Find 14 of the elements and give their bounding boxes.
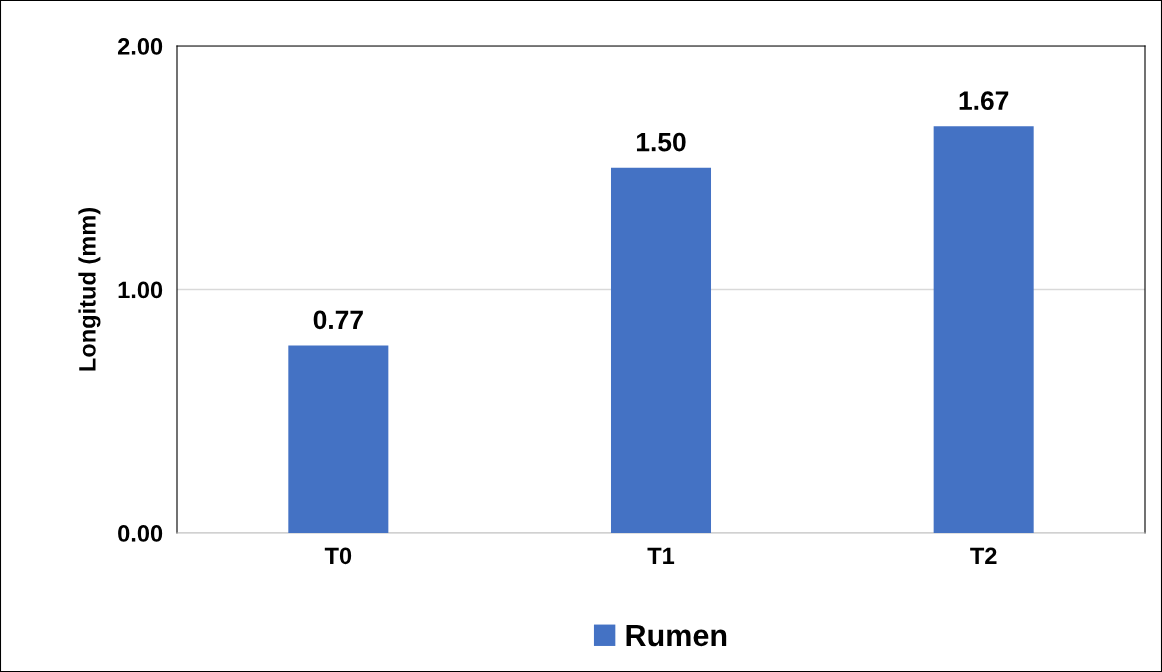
y-axis-title: Longitud (mm) [78,208,101,371]
bar [933,126,1034,533]
legend-label: Rumen [626,624,727,647]
x-tick-label: T0 [324,547,352,565]
data-label: 1.50 [636,132,686,152]
x-tick-label: T2 [970,547,997,564]
data-label: 0.77 [313,310,363,330]
data-label: 1.67 [959,91,1009,111]
bar [288,345,389,533]
y-tick-label: 1.00 [118,281,163,299]
y-tick-label: 0.00 [118,525,163,542]
y-tick-label: 2.00 [117,38,163,55]
bar [610,167,712,533]
x-tick-label: T1 [647,547,675,564]
